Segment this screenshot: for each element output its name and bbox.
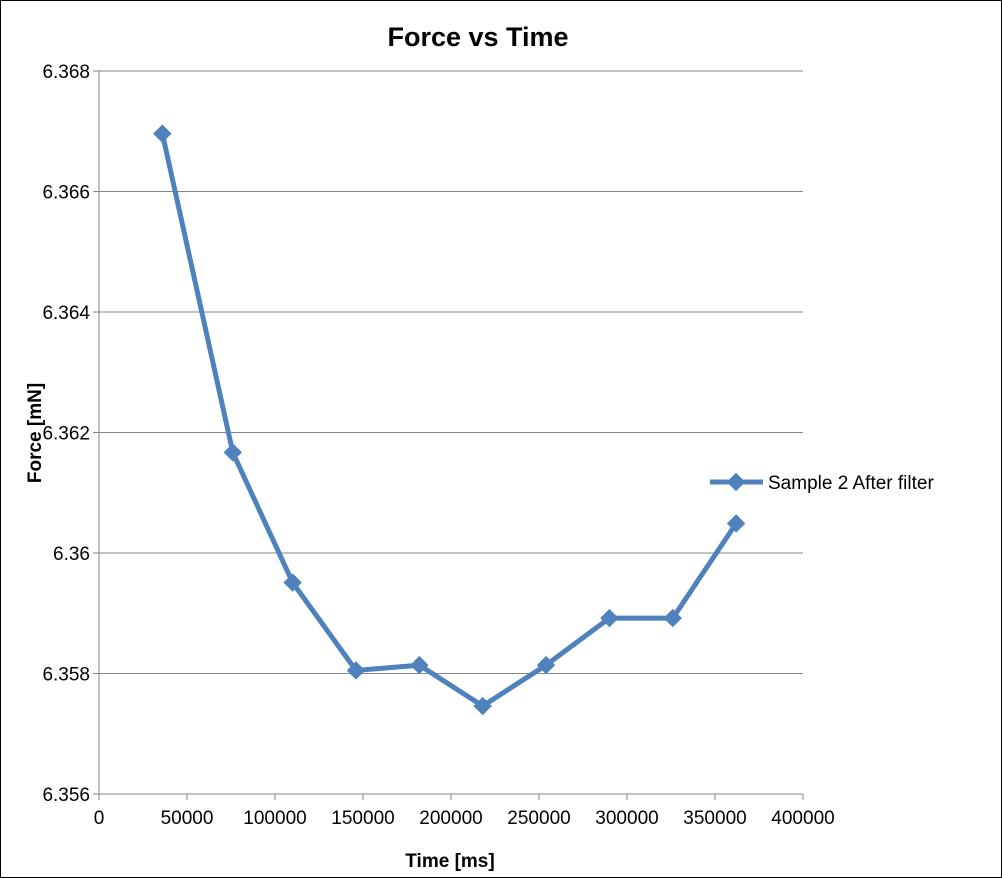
legend: Sample 2 After filter	[710, 472, 934, 494]
y-axis-title: Force [mN]	[25, 383, 46, 483]
y-tick-label: 6.356	[42, 785, 90, 806]
legend-swatch-marker	[726, 472, 746, 492]
x-axis-title: Time [ms]	[405, 851, 494, 872]
y-axis-ticks: 6.356 6.358 6.36 6.362 6.364 6.366 6.368	[42, 62, 99, 806]
x-tick-label: 250000	[507, 808, 570, 829]
x-axis-ticks: 0 50000 100000 150000 200000 250000 300000 3500…	[94, 794, 835, 829]
data-point	[410, 655, 429, 675]
data-point	[346, 661, 366, 680]
x-tick-label: 150000	[331, 808, 394, 829]
y-tick-label: 6.366	[42, 183, 90, 204]
x-tick-label: 100000	[243, 808, 306, 829]
legend-label: Sample 2 After filter	[768, 473, 934, 494]
data-point	[663, 608, 682, 628]
x-tick-label: 200000	[419, 808, 482, 829]
gridlines	[99, 70, 803, 674]
x-tick-label: 50000	[161, 808, 214, 829]
data-point	[536, 655, 556, 675]
x-tick-label: 400000	[771, 808, 834, 829]
data-point	[473, 696, 492, 716]
y-tick-label: 6.364	[42, 303, 90, 324]
y-tick-label: 6.362	[42, 424, 90, 445]
series-layer	[153, 124, 746, 716]
chart-title: Force vs Time	[387, 22, 568, 52]
series-line	[159, 133, 739, 709]
y-tick-label: 6.358	[42, 665, 90, 686]
data-point	[223, 443, 242, 462]
x-tick-label: 0	[94, 808, 105, 829]
data-point	[600, 608, 619, 628]
data-point	[283, 573, 302, 592]
y-tick-label: 6.368	[42, 62, 90, 83]
x-tick-label: 300000	[595, 808, 658, 829]
y-tick-label: 6.36	[53, 544, 90, 565]
data-point	[153, 124, 172, 143]
x-tick-label: 350000	[683, 808, 746, 829]
data-point	[726, 514, 746, 533]
